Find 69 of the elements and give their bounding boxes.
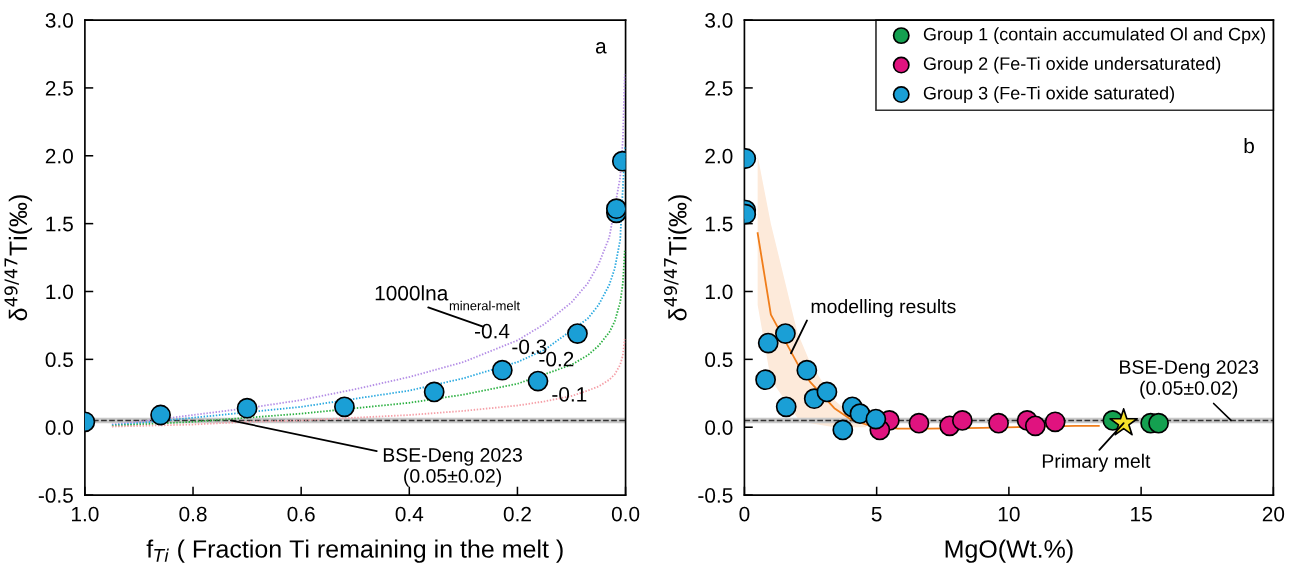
- point: [567, 323, 588, 344]
- annotation: b: [1244, 137, 1254, 154]
- line-series: [111, 249, 626, 427]
- y-axis-title: δ$^{49/47}$Ti(‰): [663, 195, 692, 321]
- y-tick-label: 1.5: [705, 216, 733, 232]
- point: [1044, 411, 1066, 433]
- y-tick-label: 0.5: [705, 352, 733, 368]
- x-tick-label: 15: [1131, 506, 1152, 522]
- x-tick-label: 10: [998, 506, 1020, 522]
- y-tick-label: 1.0: [46, 284, 73, 300]
- point: [775, 396, 797, 418]
- point: [491, 359, 513, 381]
- y-tick-label: 2.0: [705, 148, 733, 164]
- ref-line-label: BSE-Deng 2023 (0.05±0.02): [1120, 360, 1259, 399]
- point: [150, 404, 171, 426]
- x-axis-title: f$_{Ti}$ ( Fraction Ti remaining in the melt ): [146, 539, 563, 563]
- y-tick-label: 0.0: [705, 420, 733, 435]
- point: [1109, 408, 1139, 436]
- point: [757, 332, 779, 354]
- y-tick-label: 2.0: [45, 148, 73, 164]
- y-tick-label: 2.5: [705, 80, 733, 96]
- y-tick-label: -0.5: [38, 488, 73, 503]
- point: [423, 381, 445, 403]
- y-axis-title: δ$^{49/47}$Ti(‰): [4, 195, 33, 321]
- annotation: Primary melt: [1042, 453, 1151, 472]
- y-tick-label: 2.5: [45, 80, 73, 96]
- y-tick-label: 3.0: [705, 13, 733, 28]
- annotation: modelling results: [811, 299, 956, 318]
- annotation: a: [595, 42, 607, 54]
- ref-line-label: BSE-Deng 2023 (0.05±0.02): [383, 448, 522, 487]
- y-tick-label: -0.5: [698, 488, 733, 503]
- point: [832, 419, 854, 441]
- point: [1148, 412, 1169, 434]
- x-tick-label: 0.8: [179, 506, 207, 522]
- y-tick-label: 0.0: [45, 420, 73, 435]
- point: [816, 381, 838, 403]
- point: [755, 369, 776, 391]
- x-tick-label: 0.6: [287, 506, 315, 522]
- x-tick-label: 0: [739, 506, 750, 522]
- x-tick-label: 0.4: [395, 506, 424, 522]
- x-axis-title: MgO(Wt.%): [945, 539, 1073, 563]
- point: [236, 397, 258, 419]
- legend-label: Group 2 (Fe-Ti oxide undersaturated): [923, 56, 1221, 74]
- legend-label: Group 1 (contain accumulated Ol and Cpx): [923, 27, 1266, 45]
- y-tick-label: 1.5: [46, 216, 73, 232]
- x-tick-label: 5: [871, 506, 882, 522]
- point: [951, 410, 973, 431]
- x-tick-label: 0.2: [503, 506, 531, 522]
- x-tick-label: 1.0: [72, 506, 99, 522]
- point: [1024, 415, 1046, 437]
- point: [527, 370, 549, 392]
- point: [849, 403, 871, 425]
- point: [908, 412, 930, 434]
- point: [775, 323, 796, 344]
- line-series: [111, 338, 626, 428]
- point: [796, 359, 818, 381]
- x-tick-label: 20: [1262, 506, 1285, 522]
- annotation: 1000lnamineral-melt: [375, 285, 520, 311]
- y-tick-label: 0.5: [45, 352, 73, 368]
- legend-label: Group 3 (Fe-Ti oxide saturated): [923, 86, 1175, 104]
- line-series: [111, 145, 626, 427]
- point: [334, 396, 355, 418]
- annotation: -0.1: [552, 386, 587, 402]
- point: [988, 412, 1009, 434]
- point: [865, 408, 887, 430]
- y-tick-label: 3.0: [45, 13, 73, 28]
- x-tick-label: 0.0: [611, 506, 640, 522]
- annotation: -0.4: [475, 323, 510, 339]
- y-tick-label: 1.0: [705, 284, 733, 300]
